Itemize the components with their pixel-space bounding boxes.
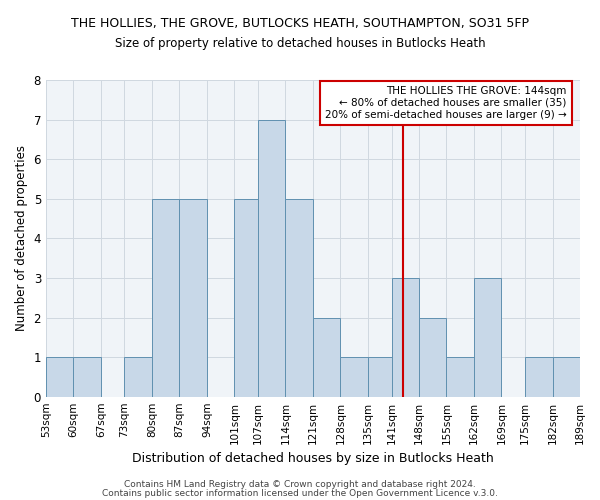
Text: Size of property relative to detached houses in Butlocks Heath: Size of property relative to detached ho… [115, 38, 485, 51]
Bar [46, 357, 73, 397]
Text: Contains public sector information licensed under the Open Government Licence v.: Contains public sector information licen… [102, 489, 498, 498]
Y-axis label: Number of detached properties: Number of detached properties [15, 146, 28, 332]
Bar [525, 357, 553, 397]
Bar [553, 357, 580, 397]
Bar [313, 318, 340, 396]
Bar [179, 199, 207, 396]
Bar [235, 199, 258, 396]
Text: THE HOLLIES THE GROVE: 144sqm
← 80% of detached houses are smaller (35)
20% of s: THE HOLLIES THE GROVE: 144sqm ← 80% of d… [325, 86, 566, 120]
Bar [286, 199, 313, 396]
Bar [446, 357, 474, 397]
Bar [392, 278, 419, 396]
Bar [340, 357, 368, 397]
Bar [152, 199, 179, 396]
Text: Contains HM Land Registry data © Crown copyright and database right 2024.: Contains HM Land Registry data © Crown c… [124, 480, 476, 489]
Bar [258, 120, 286, 396]
Bar [124, 357, 152, 397]
X-axis label: Distribution of detached houses by size in Butlocks Heath: Distribution of detached houses by size … [132, 452, 494, 465]
Bar [368, 357, 392, 397]
Text: THE HOLLIES, THE GROVE, BUTLOCKS HEATH, SOUTHAMPTON, SO31 5FP: THE HOLLIES, THE GROVE, BUTLOCKS HEATH, … [71, 18, 529, 30]
Bar [474, 278, 502, 396]
Bar [419, 318, 446, 396]
Bar [73, 357, 101, 397]
